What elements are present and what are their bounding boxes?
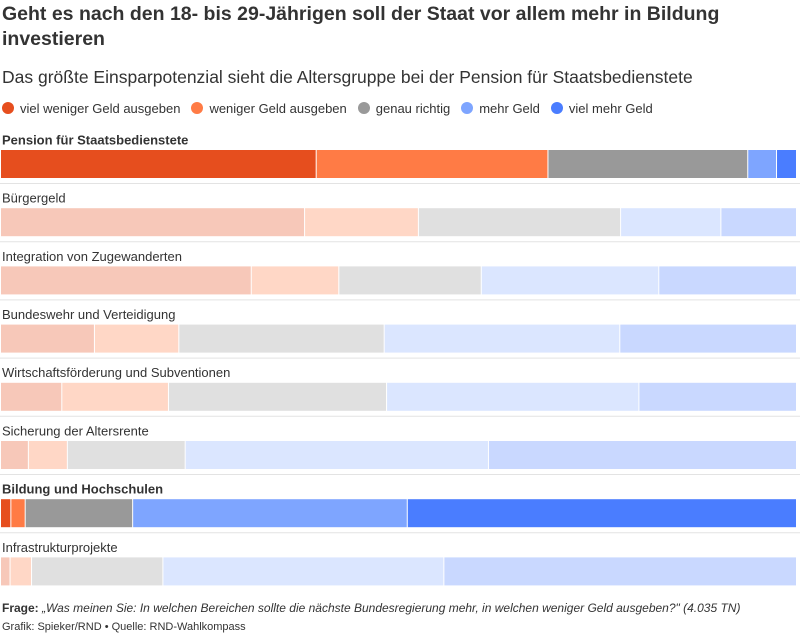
bar-segment <box>384 324 620 353</box>
legend-label: mehr Geld <box>479 100 540 116</box>
bar-segment <box>488 441 796 469</box>
bar-segment <box>621 208 721 237</box>
category-label: Bürgergeld <box>2 191 66 206</box>
category-label: Pension für Staatsbedienstete <box>2 132 188 147</box>
bar-segment <box>316 150 548 178</box>
bar-segment <box>305 208 418 237</box>
footer-question-label: Frage: <box>2 601 39 615</box>
bar-segment <box>185 441 488 469</box>
chart-subtitle: Das größte Einsparpotenzial sieht die Al… <box>2 67 693 87</box>
bar-segment <box>28 441 67 469</box>
bar-segment <box>62 382 168 411</box>
legend-item: weniger Geld ausgeben <box>191 100 347 116</box>
legend-label: viel mehr Geld <box>568 100 653 116</box>
bar-segment <box>163 557 444 586</box>
bar-segment <box>418 208 621 237</box>
bar-segment <box>1 499 11 528</box>
legend-swatch <box>550 102 563 114</box>
legend-swatch <box>461 102 474 114</box>
bar-segment <box>168 382 387 411</box>
category-label: Bundeswehr und Verteidigung <box>2 307 175 322</box>
legend-swatch <box>2 102 14 114</box>
bar-segment <box>67 441 185 469</box>
bar-segment <box>721 208 796 237</box>
bar-segment <box>407 499 796 528</box>
bar-segment <box>1 382 62 411</box>
bar-segment <box>1 557 10 586</box>
category-label: Wirtschaftsförderung und Subventionen <box>2 365 230 380</box>
bar-segment <box>387 382 639 411</box>
bar-segment <box>620 324 796 353</box>
bar-segment <box>339 266 481 295</box>
chart-title: Geht es nach den 18- bis 29-Jährigen sol… <box>2 3 720 50</box>
category-label: Sicherung der Altersrente <box>2 423 149 438</box>
bar-segment <box>1 324 94 353</box>
bar-segment <box>133 499 407 528</box>
bar-segment <box>1 266 251 295</box>
legend-label: viel weniger Geld ausgeben <box>20 100 181 116</box>
bar-segment <box>1 150 316 178</box>
bar-segment <box>777 150 796 178</box>
category-label: Infrastrukturprojekte <box>2 540 118 555</box>
bar-segment <box>32 557 163 586</box>
legend-item: viel weniger Geld ausgeben <box>2 101 180 116</box>
legend-label: weniger Geld ausgeben <box>209 100 347 116</box>
legend-label: genau richtig <box>375 100 451 116</box>
footer-question: Frage: „Was meinen Sie: In welchen Berei… <box>2 600 800 616</box>
legend-swatch <box>357 102 370 114</box>
bar-segment <box>1 208 305 237</box>
legend-item: viel mehr Geld <box>550 100 653 116</box>
bar-segment <box>659 266 796 295</box>
bar-segment <box>481 266 659 295</box>
bar-segment <box>1 441 28 469</box>
bar-segment <box>639 382 796 411</box>
legend-item: mehr Geld <box>461 101 540 116</box>
bar-segment <box>748 150 777 178</box>
footer-source: Grafik: Spieker/RND • Quelle: RND-Wahlko… <box>2 621 246 633</box>
bar-segment <box>10 557 32 586</box>
legend-swatch <box>191 102 204 114</box>
bar-segment <box>251 266 339 295</box>
bar-segment <box>94 324 179 353</box>
category-label: Integration von Zugewanderten <box>2 249 182 264</box>
bar-segment <box>179 324 384 353</box>
category-label: Bildung und Hochschulen <box>2 482 163 497</box>
bar-segment <box>25 499 133 528</box>
bar-segment <box>444 557 796 586</box>
legend: viel weniger Geld ausgeben weniger Geld a… <box>2 99 664 117</box>
bar-segment <box>11 499 25 528</box>
footer-question-text: „Was meinen Sie: In welchen Bereichen so… <box>42 601 741 615</box>
legend-item: genau richtig <box>357 100 451 116</box>
bar-segment <box>548 150 748 178</box>
